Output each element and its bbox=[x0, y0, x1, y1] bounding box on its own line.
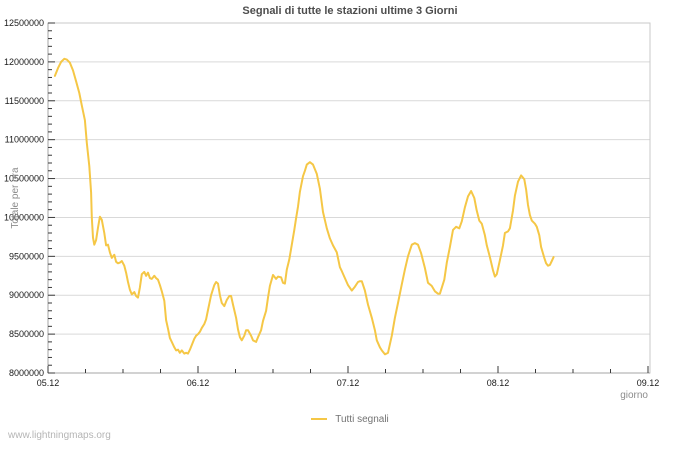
plot-border bbox=[47, 22, 651, 374]
y-axis-title: Totale per ora bbox=[10, 167, 21, 229]
legend: Tutti segnali bbox=[0, 412, 700, 426]
x-tick-label: 09.12 bbox=[637, 378, 660, 388]
y-tick-label: 12500000 bbox=[4, 18, 44, 28]
y-tick-label: 10000000 bbox=[4, 212, 44, 222]
x-axis-title: giorno bbox=[620, 390, 648, 401]
x-tick-label: 08.12 bbox=[487, 378, 510, 388]
x-tick-label: 05.12 bbox=[37, 378, 60, 388]
series-line-tutti-segnali bbox=[53, 57, 555, 356]
x-tick-label: 06.12 bbox=[187, 378, 210, 388]
y-tick-label: 9000000 bbox=[9, 290, 44, 300]
y-tick-label: 8000000 bbox=[9, 368, 44, 378]
y-tick-label: 12000000 bbox=[4, 57, 44, 67]
watermark: www.lightningmaps.org bbox=[8, 430, 111, 441]
y-tick-label: 11000000 bbox=[5, 135, 44, 145]
y-tick-label: 8500000 bbox=[9, 329, 44, 339]
legend-label: Tutti segnali bbox=[335, 413, 389, 425]
legend-line-swatch bbox=[311, 418, 328, 420]
y-tick-label: 11500000 bbox=[5, 96, 44, 106]
y-tick-label: 9500000 bbox=[9, 251, 44, 261]
y-tick-label: 10500000 bbox=[4, 174, 44, 184]
chart-title: Segnali di tutte le stazioni ultime 3 Gi… bbox=[242, 5, 458, 17]
x-tick-label: 07.12 bbox=[337, 378, 360, 388]
